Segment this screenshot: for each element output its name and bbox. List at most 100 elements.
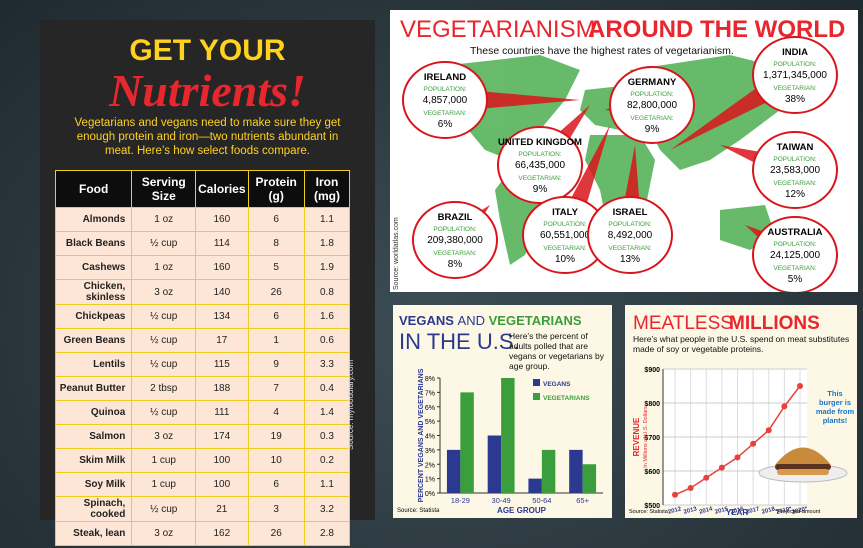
title-part: VEGANS (399, 313, 454, 328)
x-tick-label: 2018 (761, 506, 776, 515)
table-cell: 3 oz (131, 424, 197, 449)
legend-swatch (533, 379, 540, 386)
source: Source: Statista (629, 509, 669, 515)
population-label: POPULATION: (773, 61, 816, 68)
bar-chart: VEGANS AND VEGETARIANS IN THE U.S. 0% 1% 2… (397, 313, 603, 515)
table-cell: 1.1 (303, 207, 351, 232)
food-cell: Quinoa (54, 400, 133, 425)
table-cell: 114 (195, 231, 249, 256)
table-cell: 5 (247, 255, 305, 280)
vegetarian: 12% (785, 189, 805, 200)
table-cell: 134 (195, 304, 249, 329)
table-cell: 1.1 (303, 472, 351, 497)
callout (752, 131, 838, 209)
point (750, 440, 757, 447)
meatless-panel: MEATLESS MILLIONS $500 $600 $700 $800 $900 20… (625, 305, 857, 518)
table-cell: 17 (195, 328, 249, 353)
table-cell: 2 tbsp (131, 376, 197, 401)
bar (569, 449, 583, 493)
table-cell: 3.3 (303, 352, 351, 377)
vegetarian: 6% (438, 119, 453, 130)
x-tick-label: 30-49 (492, 496, 511, 505)
food-cell: Almonds (54, 207, 133, 232)
table-cell: 26 (247, 279, 305, 305)
table-cell: ½ cup (131, 304, 197, 329)
vegetarian-label: VEGETARIAN: (773, 265, 816, 272)
point (781, 403, 788, 410)
title-main: Nutrients! (109, 65, 306, 116)
food-cell: Chickpeas (54, 304, 133, 329)
bar (582, 464, 597, 493)
country-name: ISRAEL (613, 207, 648, 218)
vegetarian: 9% (645, 124, 660, 135)
nutrient-table: Food Serving Size Calories Protein (g) Iron … (54, 170, 351, 546)
annotation: This burger is made from plants! (815, 389, 855, 425)
table-row: Cashews 1 oz 160 5 1.9 (54, 255, 351, 280)
table-cell: 3.2 (303, 496, 351, 522)
x-tick-label: 2014 (699, 506, 714, 515)
y-label: PERCENT VEGANS AND VEGETARIANS (418, 368, 425, 502)
food-cell: Salmon (54, 424, 133, 449)
population: 8,492,000 (608, 230, 653, 241)
table-row: Quinoa ½ cup 111 4 1.4 (54, 400, 351, 425)
table-cell: 1.4 (303, 400, 351, 425)
description: Here’s the percent of adults polled that… (509, 331, 604, 371)
vegetarian: 38% (785, 94, 805, 105)
callout (752, 36, 838, 114)
population-label: POPULATION: (608, 221, 651, 228)
footnote: *Projected amount (775, 509, 821, 515)
y-tick-label: $800 (644, 401, 660, 408)
point (765, 427, 772, 434)
table-row: Lentils ½ cup 115 9 3.3 (54, 352, 351, 377)
vegetarian: 5% (788, 274, 803, 285)
table-cell: 1 cup (131, 472, 197, 497)
point (687, 485, 694, 491)
table-cell: 3 oz (131, 521, 197, 546)
table-cell: ½ cup (131, 352, 197, 377)
country-name: TAIWAN (777, 142, 814, 153)
vegetarian-label: VEGETARIAN: (630, 115, 673, 122)
table-cell: 26 (247, 521, 305, 546)
table-row: Salmon 3 oz 174 19 0.3 (54, 424, 351, 449)
food-cell: Steak, lean (54, 521, 133, 546)
vegetarian-label: VEGETARIAN: (518, 175, 561, 182)
table-cell: 188 (195, 376, 249, 401)
vegetarian-label: VEGETARIAN: (433, 250, 476, 257)
food-cell: Black Beans (54, 231, 133, 256)
table-cell: 1.9 (303, 255, 351, 280)
population-label: POPULATION: (543, 221, 586, 228)
y-tick-label: 2% (425, 462, 435, 469)
country-name: UNITED KINGDOM (498, 137, 582, 148)
population: 23,583,000 (770, 165, 820, 176)
y-tick-label: 6% (425, 405, 435, 412)
legend-label: VEGETARIANS (543, 395, 590, 402)
vegetarian-label: VEGETARIAN: (773, 180, 816, 187)
table-cell: 100 (195, 448, 249, 473)
patty (775, 464, 831, 470)
x-label: YEAR (726, 508, 748, 517)
table-cell: 1.8 (303, 231, 351, 256)
table-row: Spinach, cooked ½ cup 21 3 3.2 (54, 496, 351, 522)
country-name: GERMANY (628, 77, 677, 88)
population: 209,380,000 (427, 235, 483, 246)
point (734, 454, 741, 461)
table-cell: 111 (195, 400, 249, 425)
y-tick-label: 0% (425, 491, 435, 498)
title-part: VEGETARIANS (489, 313, 582, 328)
table-cell: 9 (247, 352, 305, 377)
y-label-sub: In Millions of U.S. Dollars (643, 406, 649, 468)
y-tick-label: $500 (644, 503, 660, 510)
table-row: Chicken, skinless 3 oz 140 26 0.8 (54, 279, 351, 305)
country-name: ITALY (552, 207, 579, 218)
x-tick-label: 2012 (668, 506, 683, 515)
bar (528, 478, 542, 493)
point (672, 491, 678, 498)
table-cell: 115 (195, 352, 249, 377)
population: 60,551,000 (540, 230, 590, 241)
vegans-panel: VEGANS AND VEGETARIANS IN THE U.S. 0% 1% 2… (393, 305, 612, 518)
header-cell: Serving Size (131, 170, 197, 208)
header-cell: Iron (mg) (303, 170, 351, 208)
title-top: GET YOUR (129, 34, 286, 67)
x-tick-label: 18-29 (451, 496, 470, 505)
bun-bottom (777, 469, 829, 475)
